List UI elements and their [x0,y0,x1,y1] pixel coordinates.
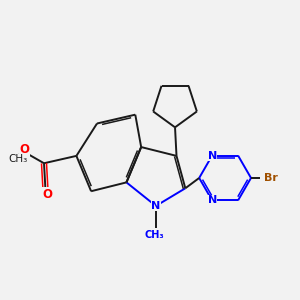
Text: Br: Br [264,173,278,183]
Text: N: N [151,201,160,211]
Text: N: N [208,195,217,206]
Text: CH₃: CH₃ [9,154,28,164]
Text: O: O [20,143,30,157]
Text: N: N [208,151,217,160]
Text: O: O [42,188,52,201]
Text: CH₃: CH₃ [145,230,164,239]
